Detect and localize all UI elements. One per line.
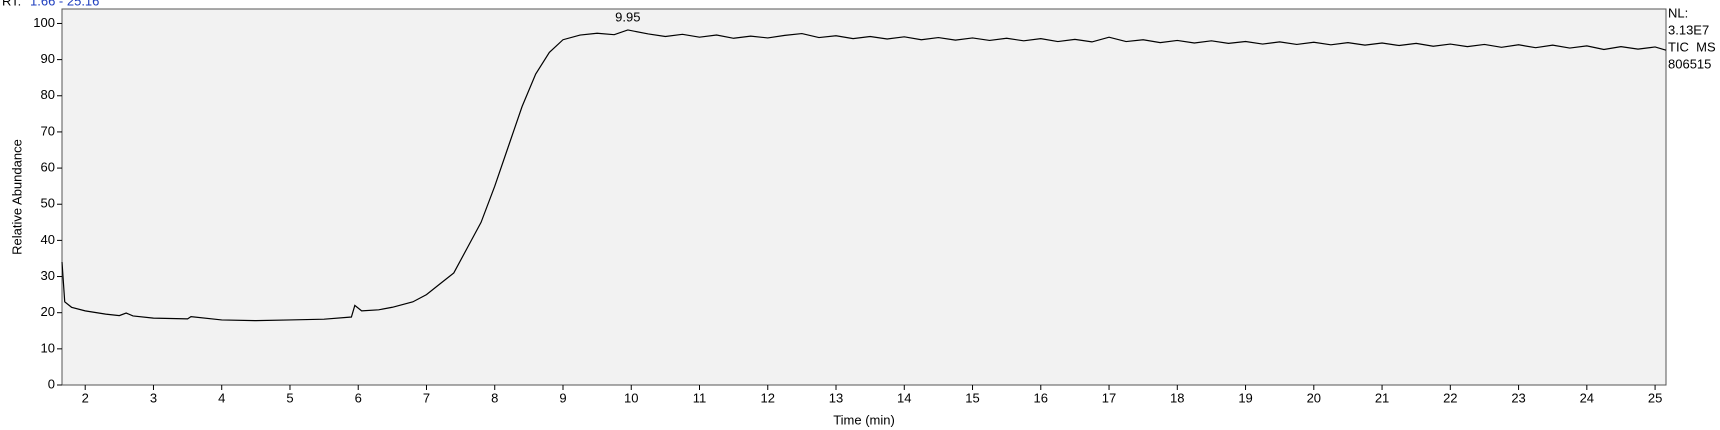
y-tick-label: 0 — [48, 376, 55, 391]
x-tick-label: 25 — [1648, 390, 1662, 405]
y-tick-label: 40 — [41, 232, 55, 247]
y-tick-label: 100 — [33, 15, 55, 30]
x-tick-label: 14 — [897, 390, 911, 405]
x-tick-label: 10 — [624, 390, 638, 405]
x-tick-label: 7 — [423, 390, 430, 405]
x-tick-label: 24 — [1580, 390, 1594, 405]
peak-label: 9.95 — [615, 9, 640, 24]
x-tick-label: 21 — [1375, 390, 1389, 405]
y-tick-label: 70 — [41, 123, 55, 138]
x-tick-label: 15 — [965, 390, 979, 405]
x-tick-label: 13 — [829, 390, 843, 405]
x-tick-label: 6 — [355, 390, 362, 405]
x-tick-label: 4 — [218, 390, 225, 405]
side-label: 3.13E7 — [1668, 22, 1709, 37]
y-axis-title: Relative Abundance — [9, 139, 24, 255]
x-tick-label: 20 — [1307, 390, 1321, 405]
rt-range: 1.66 - 25.16 — [30, 0, 99, 8]
x-tick-label: 16 — [1034, 390, 1048, 405]
side-label: 806515 — [1668, 56, 1711, 71]
y-tick-label: 30 — [41, 268, 55, 283]
x-tick-label: 12 — [761, 390, 775, 405]
x-tick-label: 18 — [1170, 390, 1184, 405]
y-tick-label: 10 — [41, 340, 55, 355]
y-tick-label: 60 — [41, 160, 55, 175]
plot-area — [61, 8, 1667, 386]
x-tick-label: 5 — [286, 390, 293, 405]
x-tick-label: 2 — [82, 390, 89, 405]
x-tick-label: 8 — [491, 390, 498, 405]
x-tick-label: 19 — [1238, 390, 1252, 405]
x-tick-label: 17 — [1102, 390, 1116, 405]
side-label: TIC MS — [1668, 39, 1716, 54]
y-tick-label: 50 — [41, 196, 55, 211]
y-tick-label: 90 — [41, 51, 55, 66]
side-label: NL: — [1668, 5, 1688, 20]
x-axis-title: Time (min) — [833, 412, 895, 427]
y-tick-label: 20 — [41, 304, 55, 319]
x-tick-label: 22 — [1443, 390, 1457, 405]
x-tick-label: 9 — [559, 390, 566, 405]
x-tick-label: 3 — [150, 390, 157, 405]
x-tick-label: 11 — [693, 390, 707, 405]
rt-prefix: RT: — [2, 0, 21, 8]
y-tick-label: 80 — [41, 87, 55, 102]
x-tick-label: 23 — [1511, 390, 1525, 405]
line — [61, 29, 1667, 322]
